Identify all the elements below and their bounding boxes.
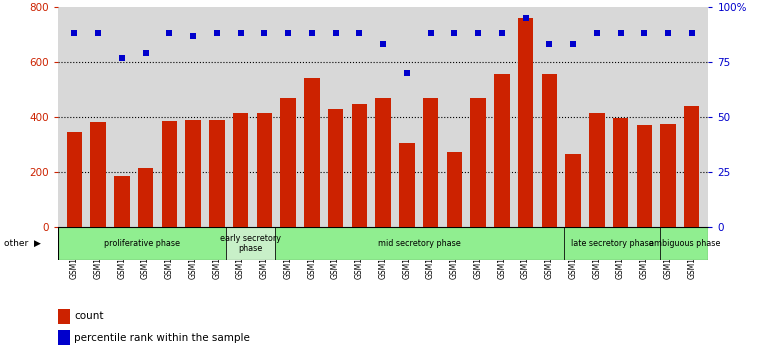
Point bbox=[258, 30, 270, 36]
Text: count: count bbox=[74, 311, 103, 321]
Bar bbox=[90, 122, 105, 227]
Text: ambiguous phase: ambiguous phase bbox=[648, 239, 720, 248]
Point bbox=[330, 30, 342, 36]
Point bbox=[69, 30, 81, 36]
Point bbox=[543, 41, 555, 47]
Text: percentile rank within the sample: percentile rank within the sample bbox=[74, 332, 250, 343]
Bar bbox=[328, 109, 343, 227]
Point bbox=[139, 50, 152, 56]
Bar bbox=[256, 113, 272, 227]
Bar bbox=[541, 74, 557, 227]
Bar bbox=[637, 125, 652, 227]
Bar bbox=[423, 98, 438, 227]
Bar bbox=[162, 121, 177, 227]
Point bbox=[424, 30, 437, 36]
Bar bbox=[58, 227, 226, 260]
Bar bbox=[59, 309, 70, 324]
Bar bbox=[399, 143, 414, 227]
Bar bbox=[226, 227, 275, 260]
Point bbox=[282, 30, 294, 36]
Bar bbox=[138, 167, 153, 227]
Text: early secretory
phase: early secretory phase bbox=[220, 234, 281, 253]
Bar bbox=[352, 104, 367, 227]
Point bbox=[520, 15, 532, 21]
Bar bbox=[275, 227, 564, 260]
Bar bbox=[494, 74, 510, 227]
Bar bbox=[114, 176, 129, 227]
Bar bbox=[59, 330, 70, 345]
Point bbox=[163, 30, 176, 36]
Text: late secretory phase: late secretory phase bbox=[571, 239, 654, 248]
Point bbox=[377, 41, 390, 47]
Bar bbox=[67, 132, 82, 227]
Text: other  ▶: other ▶ bbox=[4, 239, 41, 248]
Bar bbox=[470, 98, 486, 227]
Bar bbox=[660, 227, 708, 260]
Bar bbox=[209, 120, 225, 227]
Bar bbox=[280, 98, 296, 227]
Bar bbox=[304, 78, 320, 227]
Point bbox=[496, 30, 508, 36]
Point bbox=[591, 30, 603, 36]
Point bbox=[211, 30, 223, 36]
Bar bbox=[684, 106, 699, 227]
Point bbox=[638, 30, 651, 36]
Bar bbox=[186, 120, 201, 227]
Bar bbox=[661, 124, 676, 227]
Text: mid secretory phase: mid secretory phase bbox=[378, 239, 460, 248]
Point bbox=[614, 30, 627, 36]
Point bbox=[306, 30, 318, 36]
Text: proliferative phase: proliferative phase bbox=[104, 239, 180, 248]
Bar bbox=[565, 154, 581, 227]
Point bbox=[567, 41, 579, 47]
Point bbox=[472, 30, 484, 36]
Bar bbox=[564, 227, 660, 260]
Bar bbox=[518, 18, 534, 227]
Bar bbox=[233, 113, 248, 227]
Point bbox=[92, 30, 104, 36]
Point bbox=[187, 33, 199, 39]
Point bbox=[400, 70, 413, 76]
Point bbox=[685, 30, 698, 36]
Point bbox=[116, 55, 128, 61]
Bar bbox=[613, 118, 628, 227]
Point bbox=[448, 30, 460, 36]
Point bbox=[353, 30, 366, 36]
Bar bbox=[375, 98, 391, 227]
Bar bbox=[447, 153, 462, 227]
Bar bbox=[589, 113, 604, 227]
Point bbox=[662, 30, 675, 36]
Point bbox=[234, 30, 246, 36]
